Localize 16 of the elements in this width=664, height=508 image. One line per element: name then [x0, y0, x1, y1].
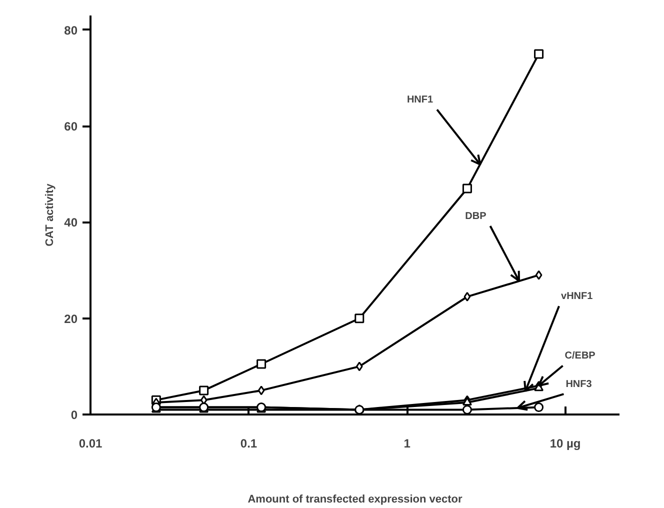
x-tick-label: 1 [404, 436, 411, 450]
x-tick-label: 10 µg [550, 436, 581, 450]
y-axis-title: CAT activity [44, 182, 56, 246]
y-tick-label: 0 [70, 408, 78, 422]
x-tick-label: 0.01 [78, 436, 103, 450]
y-tick-label: 60 [64, 120, 78, 134]
x-axis-title: Amount of transfected expression vector [248, 494, 463, 506]
y-tick-label: 20 [64, 312, 78, 326]
y-tick-label: 40 [64, 216, 78, 230]
annotation: C/EBP [564, 350, 596, 362]
annotation: HNF1 [406, 94, 434, 106]
annotation: vHNF1 [561, 291, 594, 302]
annotation: DBP [465, 210, 487, 222]
x-tick-label: 0.1 [240, 436, 258, 450]
y-tick-label: 80 [64, 23, 78, 38]
annotation: HNF3 [566, 379, 592, 390]
